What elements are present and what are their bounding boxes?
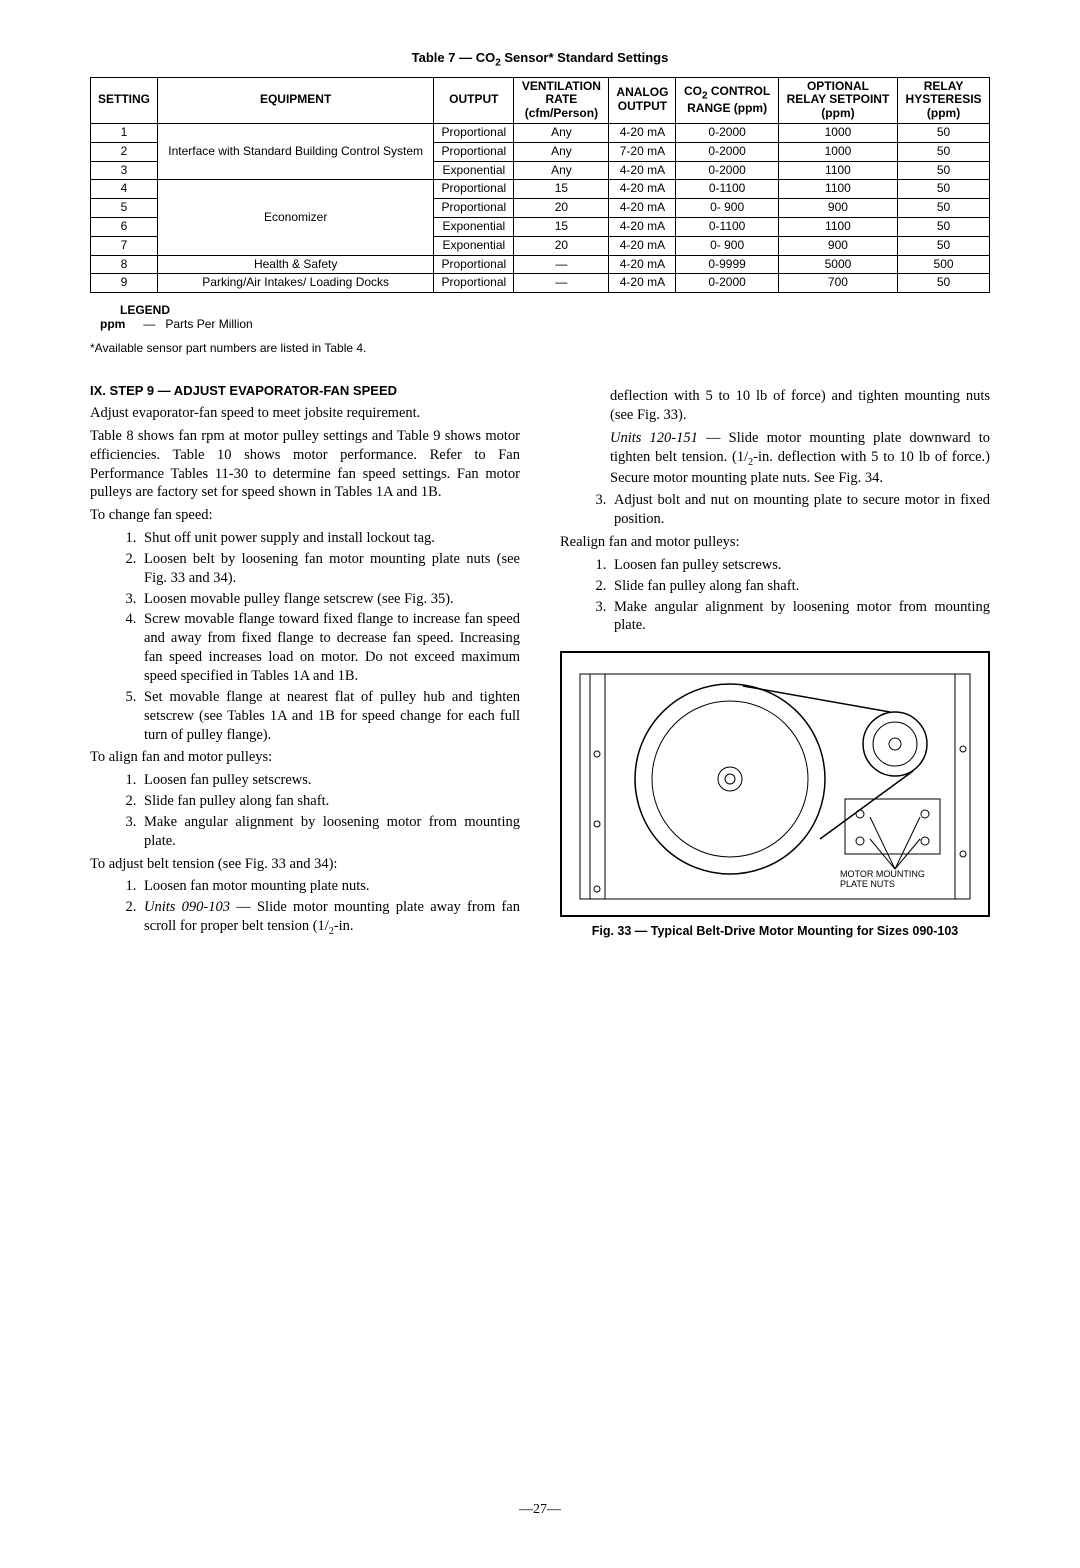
legend: LEGEND ppm — Parts Per Million bbox=[90, 303, 990, 331]
th-analog: ANALOG OUTPUT bbox=[609, 77, 676, 123]
right-column: deflection with 5 to 10 lb of force) and… bbox=[560, 383, 990, 942]
figure-33: MOTOR MOUNTING PLATE NUTS bbox=[560, 651, 990, 917]
list-item: Slide fan pulley along fan shaft. bbox=[140, 792, 520, 811]
paragraph: deflection with 5 to 10 lb of force) and… bbox=[610, 387, 990, 425]
th-co2: CO2 CONTROL RANGE (ppm) bbox=[676, 77, 778, 123]
table-row: 4 Economizer Proportional154-20 mA0-1100… bbox=[91, 180, 990, 199]
paragraph: Realign fan and motor pulleys: bbox=[560, 533, 990, 552]
paragraph: Adjust evaporator-fan speed to meet jobs… bbox=[90, 404, 520, 423]
list-item: Loosen fan pulley setscrews. bbox=[140, 771, 520, 790]
footnote: *Available sensor part numbers are liste… bbox=[90, 341, 990, 355]
list-item: Slide fan pulley along fan shaft. bbox=[610, 577, 990, 596]
eq-cell: Health & Safety bbox=[158, 255, 434, 274]
list-item: Set movable flange at nearest flat of pu… bbox=[140, 688, 520, 745]
eq-cell: Economizer bbox=[158, 180, 434, 255]
continue-list: Adjust bolt and nut on mounting plate to… bbox=[560, 491, 990, 529]
svg-text:PLATE NUTS: PLATE NUTS bbox=[840, 879, 895, 889]
th-equipment: EQUIPMENT bbox=[158, 77, 434, 123]
th-output: OUTPUT bbox=[434, 77, 514, 123]
tension-list: Loosen fan motor mounting plate nuts. Un… bbox=[90, 877, 520, 938]
list-item: Adjust bolt and nut on mounting plate to… bbox=[610, 491, 990, 529]
figure-caption: Fig. 33 — Typical Belt-Drive Motor Mount… bbox=[560, 923, 990, 939]
realign-list: Loosen fan pulley setscrews. Slide fan p… bbox=[560, 556, 990, 635]
list-item: Shut off unit power supply and install l… bbox=[140, 529, 520, 548]
th-ventilation: VENTILATION RATE (cfm/Person) bbox=[514, 77, 609, 123]
paragraph: To adjust belt tension (see Fig. 33 and … bbox=[90, 855, 520, 874]
paragraph: Units 120-151 — Slide motor mounting pla… bbox=[610, 429, 990, 488]
paragraph: Table 8 shows fan rpm at motor pulley se… bbox=[90, 427, 520, 502]
th-optional: OPTIONAL RELAY SETPOINT (ppm) bbox=[778, 77, 897, 123]
eq-cell: Interface with Standard Building Control… bbox=[158, 123, 434, 179]
th-setting: SETTING bbox=[91, 77, 158, 123]
paragraph: To change fan speed: bbox=[90, 506, 520, 525]
page-number: —27— bbox=[90, 1502, 990, 1518]
settings-table: SETTING EQUIPMENT OUTPUT VENTILATION RAT… bbox=[90, 77, 990, 294]
motor-drawing: MOTOR MOUNTING PLATE NUTS bbox=[568, 659, 982, 909]
table-row: 1 Interface with Standard Building Contr… bbox=[91, 123, 990, 142]
section-heading: IX. STEP 9 — ADJUST EVAPORATOR-FAN SPEED bbox=[90, 383, 520, 400]
list-item: Loosen fan pulley setscrews. bbox=[610, 556, 990, 575]
list-item: Loosen belt by loosening fan motor mount… bbox=[140, 550, 520, 588]
eq-cell: Parking/Air Intakes/ Loading Docks bbox=[158, 274, 434, 293]
list-item: Screw movable flange toward fixed flange… bbox=[140, 610, 520, 685]
list-item: Units 090-103 — Slide motor mounting pla… bbox=[140, 898, 520, 938]
change-speed-list: Shut off unit power supply and install l… bbox=[90, 529, 520, 744]
list-item: Loosen movable pulley flange setscrew (s… bbox=[140, 590, 520, 609]
table-row: 9 Parking/Air Intakes/ Loading Docks Pro… bbox=[91, 274, 990, 293]
table-title: Table 7 — CO2 Sensor* Standard Settings bbox=[90, 50, 990, 69]
list-item: Loosen fan motor mounting plate nuts. bbox=[140, 877, 520, 896]
align-list: Loosen fan pulley setscrews. Slide fan p… bbox=[90, 771, 520, 850]
fig-label-text: MOTOR MOUNTING bbox=[840, 869, 925, 879]
th-relay: RELAY HYSTERESIS (ppm) bbox=[898, 77, 990, 123]
list-item: Make angular alignment by loosening moto… bbox=[140, 813, 520, 851]
table-row: 8 Health & Safety Proportional—4-20 mA0-… bbox=[91, 255, 990, 274]
left-column: IX. STEP 9 — ADJUST EVAPORATOR-FAN SPEED… bbox=[90, 383, 520, 942]
paragraph: To align fan and motor pulleys: bbox=[90, 748, 520, 767]
list-item: Make angular alignment by loosening moto… bbox=[610, 598, 990, 636]
